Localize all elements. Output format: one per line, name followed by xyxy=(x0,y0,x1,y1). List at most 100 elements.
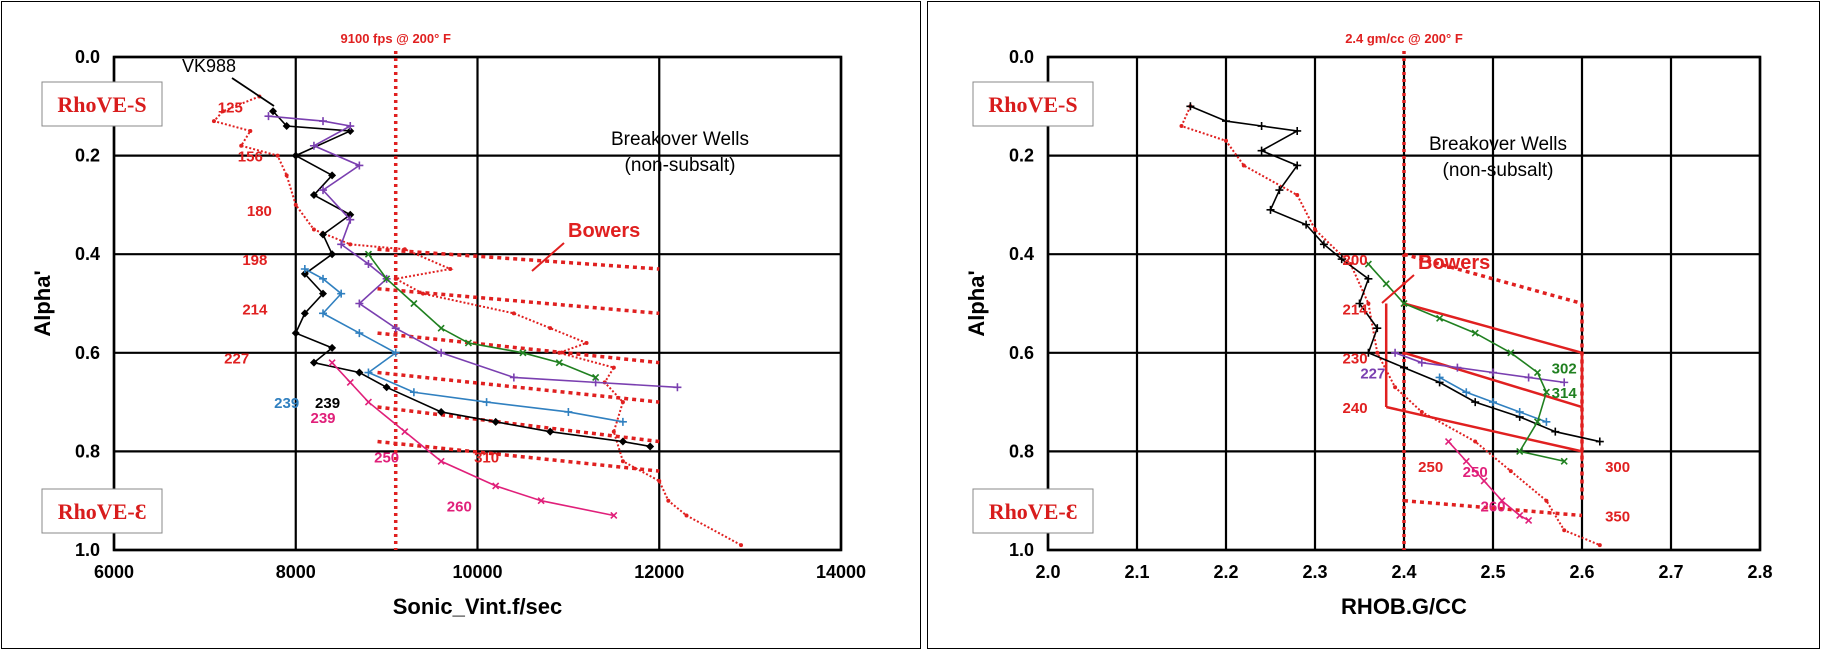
series-line xyxy=(1180,105,1601,546)
data-point xyxy=(1533,368,1542,377)
data-point xyxy=(646,442,655,451)
data-point xyxy=(1595,437,1604,446)
data-point xyxy=(437,348,446,357)
data-point xyxy=(393,276,398,281)
data-point xyxy=(291,329,300,338)
chart-annotation-subtitle: (non-subsalt) xyxy=(625,155,736,176)
data-point xyxy=(300,269,309,278)
data-point xyxy=(346,126,355,135)
data-point xyxy=(1364,348,1373,357)
temperature-label: 239 xyxy=(274,395,299,412)
data-point xyxy=(1551,427,1560,436)
data-point xyxy=(337,289,346,298)
data-point xyxy=(264,112,273,121)
temperature-label: 125 xyxy=(218,99,243,116)
data-point xyxy=(391,324,400,333)
bowers-label: Bowers xyxy=(1418,252,1490,274)
data-point xyxy=(319,289,328,298)
data-point xyxy=(1508,469,1513,474)
data-point xyxy=(284,173,289,178)
density-chart: 2.0 2.1 2.2 2.3 2.4 2.5 2.6 2.7 2.8 0.0 0.2 0.4 0.6 0… xyxy=(964,31,1773,619)
data-point xyxy=(1257,122,1266,131)
data-point xyxy=(355,368,364,377)
x-tick-label: 12000 xyxy=(634,562,684,582)
temperature-label: 250 xyxy=(1418,459,1443,476)
well-label: VK988 xyxy=(182,56,236,76)
temperature-label: 260 xyxy=(447,499,472,516)
data-point xyxy=(1462,388,1471,397)
bowers-pointer xyxy=(1381,274,1415,304)
data-point xyxy=(1313,227,1317,232)
temperature-label: 314 xyxy=(1552,385,1578,402)
data-point xyxy=(739,543,744,548)
temperature-label: 214 xyxy=(242,301,268,318)
data-point xyxy=(382,383,391,392)
reference-line-label: 9100 fps @ 200° F xyxy=(341,31,451,46)
data-point xyxy=(1400,299,1408,308)
data-point xyxy=(1275,186,1284,195)
data-point xyxy=(548,326,553,331)
data-point xyxy=(364,398,373,406)
bowers-line xyxy=(377,331,660,365)
data-point xyxy=(1597,543,1602,548)
data-point xyxy=(1560,457,1568,465)
temperature-label: 180 xyxy=(247,203,272,220)
rhove-e-box: RhoVE-Ɛ xyxy=(41,488,163,534)
data-point xyxy=(1435,373,1444,382)
data-point xyxy=(309,191,318,200)
data-point xyxy=(620,459,625,464)
series-line xyxy=(1394,352,1565,384)
data-point xyxy=(1364,274,1373,283)
data-point xyxy=(409,388,418,397)
temperature-label: 156 xyxy=(238,149,263,166)
data-point xyxy=(611,365,616,370)
data-point xyxy=(1498,497,1506,505)
bowers-line xyxy=(377,405,660,444)
temperature-label: 260 xyxy=(1480,499,1505,516)
y-axis-label: Alpha' xyxy=(964,270,989,336)
data-point xyxy=(673,383,682,392)
data-point xyxy=(557,350,562,355)
series-line xyxy=(212,95,742,546)
bowers-label: Bowers xyxy=(568,220,640,242)
x-axis-label: RHOB.G/CC xyxy=(1341,594,1467,619)
data-point xyxy=(383,275,391,283)
rhove-s-label: RhoVE-S xyxy=(988,92,1077,117)
rhove-s-box: RhoVE-S xyxy=(972,81,1094,127)
data-point xyxy=(211,119,216,124)
data-point xyxy=(355,161,364,170)
data-point xyxy=(618,417,627,426)
data-point xyxy=(511,311,516,316)
x-tick-label: 10000 xyxy=(452,562,502,582)
data-point xyxy=(437,457,445,465)
rhove-s-label: RhoVE-S xyxy=(57,92,146,117)
data-point xyxy=(666,498,671,503)
temperature-label: 230 xyxy=(1343,351,1368,368)
bowers-pointer xyxy=(531,242,565,272)
bowers-solid-line xyxy=(1385,405,1583,453)
data-point xyxy=(1257,146,1266,155)
data-point xyxy=(1542,388,1550,396)
data-point xyxy=(309,358,318,367)
data-point xyxy=(355,329,364,338)
data-point xyxy=(509,373,518,382)
bowers-line xyxy=(377,286,660,316)
x-tick-label: 2.8 xyxy=(1747,562,1772,582)
bowers-line xyxy=(377,247,660,271)
bowers-line xyxy=(377,439,660,473)
temperature-label: 239 xyxy=(315,395,340,412)
data-point xyxy=(1302,220,1311,229)
data-point xyxy=(1364,260,1372,268)
data-point xyxy=(491,417,500,426)
data-point xyxy=(1462,457,1470,465)
y-tick-label: 0.0 xyxy=(1009,47,1034,67)
series-line xyxy=(331,362,614,517)
x-tick-label: 2.1 xyxy=(1124,562,1149,582)
chart-annotation-title: Breakover Wells xyxy=(611,129,749,150)
data-point xyxy=(584,340,589,345)
rhove-e-box-frame xyxy=(41,488,163,534)
y-tick-label: 0.4 xyxy=(1009,244,1034,264)
x-axis-label: Sonic_Vint.f/sec xyxy=(393,594,563,619)
data-point xyxy=(618,437,627,446)
chart-annotation-subtitle: (non-subsalt) xyxy=(1443,160,1554,181)
